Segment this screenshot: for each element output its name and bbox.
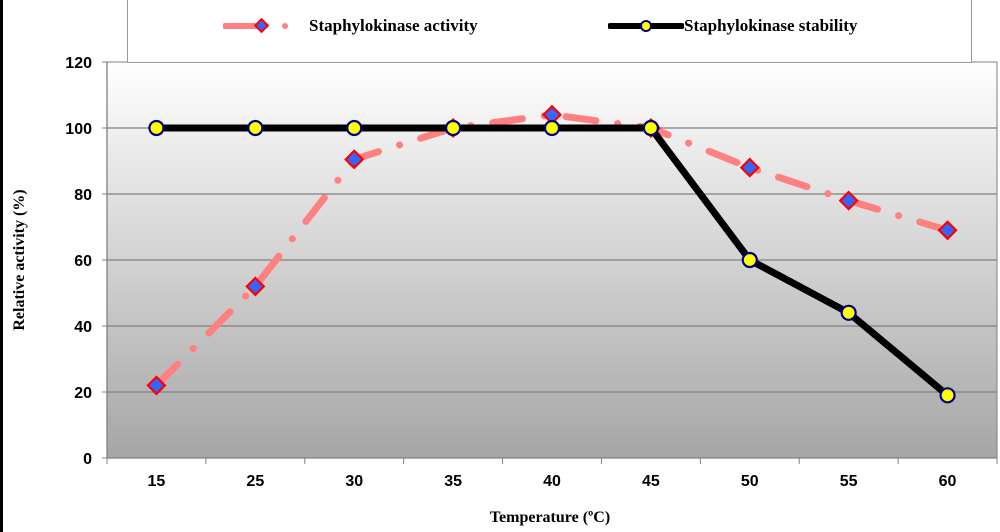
legend-label-stability: Staphylokinase stability — [684, 16, 858, 35]
data-point — [642, 119, 659, 137]
legend: Staphylokinase activity Staphylokinase s… — [127, 0, 972, 63]
x-tick-label: 60 — [939, 473, 957, 490]
axes — [102, 61, 998, 464]
data-point — [741, 251, 758, 269]
legend-item-activity: Staphylokinase activity — [223, 16, 478, 36]
x-axis-title: Temperature (ºC) — [490, 509, 610, 526]
y-tick-label: 60 — [74, 253, 92, 270]
legend-label-activity: Staphylokinase activity — [309, 16, 478, 35]
x-tick-labels: 15 25 30 35 40 45 50 55 60 — [148, 473, 957, 490]
data-point — [346, 119, 363, 137]
stability-legend-marker-icon — [608, 20, 684, 32]
y-tick-label: 20 — [74, 385, 92, 402]
data-point — [245, 276, 266, 297]
series-stability — [148, 119, 956, 404]
y-tick-label: 0 — [83, 451, 92, 468]
y-tick-labels: 0 20 40 60 80 100 120 — [65, 55, 92, 468]
data-point — [937, 220, 958, 241]
data-point — [146, 375, 167, 396]
x-tick-label: 40 — [543, 473, 561, 490]
data-point — [344, 149, 365, 170]
figure-left-border — [0, 0, 3, 532]
y-axis-title: Relative activity (%) — [11, 189, 28, 330]
data-point — [939, 387, 956, 404]
data-point — [739, 157, 760, 178]
data-point — [543, 119, 561, 137]
legend-item-stability: Staphylokinase stability — [608, 16, 857, 36]
x-tick-label: 55 — [840, 473, 858, 490]
data-point — [148, 119, 165, 137]
data-point — [840, 304, 857, 321]
x-tick-label: 35 — [444, 473, 462, 490]
data-point — [445, 119, 462, 137]
y-tick-label: 120 — [65, 55, 92, 72]
x-tick-label: 30 — [345, 473, 363, 490]
y-tick-label: 80 — [74, 187, 92, 204]
x-tick-label: 15 — [148, 473, 166, 490]
series — [146, 104, 958, 404]
data-point — [838, 190, 859, 211]
data-point — [541, 104, 563, 125]
data-point — [247, 119, 264, 137]
x-tick-label: 50 — [741, 473, 759, 490]
y-tick-label: 100 — [65, 121, 92, 138]
y-tick-label: 40 — [74, 319, 92, 336]
x-tick-label: 25 — [246, 473, 264, 490]
x-tick-label: 45 — [642, 473, 660, 490]
activity-legend-marker-icon — [223, 17, 288, 34]
